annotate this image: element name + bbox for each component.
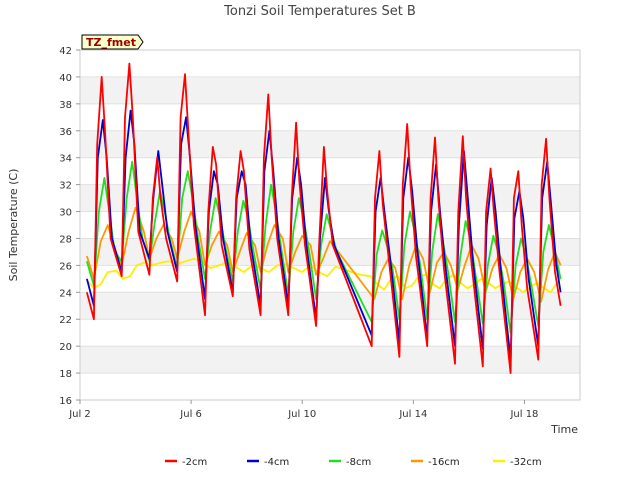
x-tick-label: Jul 10	[287, 409, 316, 420]
legend-label: -4cm	[264, 457, 289, 468]
grid-band	[80, 346, 580, 374]
y-tick-label: 34	[59, 154, 72, 165]
station-annotation: TZ_fmet	[81, 34, 144, 50]
series-line-16cmcm	[86, 206, 562, 303]
station-label: TZ_fmet	[86, 36, 136, 49]
y-tick-label: 20	[59, 342, 72, 353]
y-tick-label: 40	[59, 73, 72, 84]
grid-band	[80, 157, 580, 185]
series-line-8cmcm	[86, 160, 562, 334]
x-tick-label: Jul 2	[68, 409, 91, 420]
series-line-32cmcm	[86, 257, 562, 294]
grid-band	[80, 319, 580, 347]
y-tick-label: 30	[59, 208, 72, 219]
y-tick-label: 28	[59, 234, 72, 245]
x-tick-label: Jul 18	[509, 409, 538, 420]
series-line-4cmcm	[86, 109, 562, 361]
grid-band	[80, 130, 580, 158]
y-tick-label: 16	[59, 396, 72, 407]
x-axis-label: Time	[550, 423, 578, 436]
legend-label: -2cm	[182, 457, 207, 468]
y-tick-label: 38	[59, 100, 72, 111]
legend-label: -8cm	[346, 457, 371, 468]
grid-band	[80, 373, 580, 400]
y-tick-label: 26	[59, 261, 72, 272]
legend-label: -32cm	[510, 457, 542, 468]
series-lines	[86, 62, 562, 375]
grid-band	[80, 50, 580, 77]
legend-label: -16cm	[428, 457, 460, 468]
y-tick-label: 24	[59, 288, 72, 299]
y-tick-label: 42	[59, 46, 72, 57]
plot-frame	[79, 49, 581, 401]
x-tick-label: Jul 6	[179, 409, 202, 420]
chart-title: Tonzi Soil Temperatures Set B	[223, 4, 416, 19]
y-tick-label: 18	[59, 369, 72, 380]
series-line-2cmcm	[86, 62, 562, 375]
y-tick-label: 36	[59, 127, 72, 138]
legend: -2cm -4cm -8cm -16cm -32cm	[165, 457, 542, 468]
grid-band	[80, 76, 580, 104]
y-axis: 16 18 20 22 24 26 28 30 32 34 36 38 40 42	[59, 46, 80, 407]
y-tick-label: 22	[59, 315, 72, 326]
x-tick-label: Jul 14	[398, 409, 427, 420]
x-axis: Jul 2 Jul 6 Jul 10 Jul 14 Jul 18	[68, 400, 538, 420]
grid-band	[80, 292, 580, 320]
y-tick-label: 32	[59, 181, 72, 192]
y-axis-label: Soil Temperature (C)	[7, 169, 20, 282]
grid-band	[80, 103, 580, 131]
